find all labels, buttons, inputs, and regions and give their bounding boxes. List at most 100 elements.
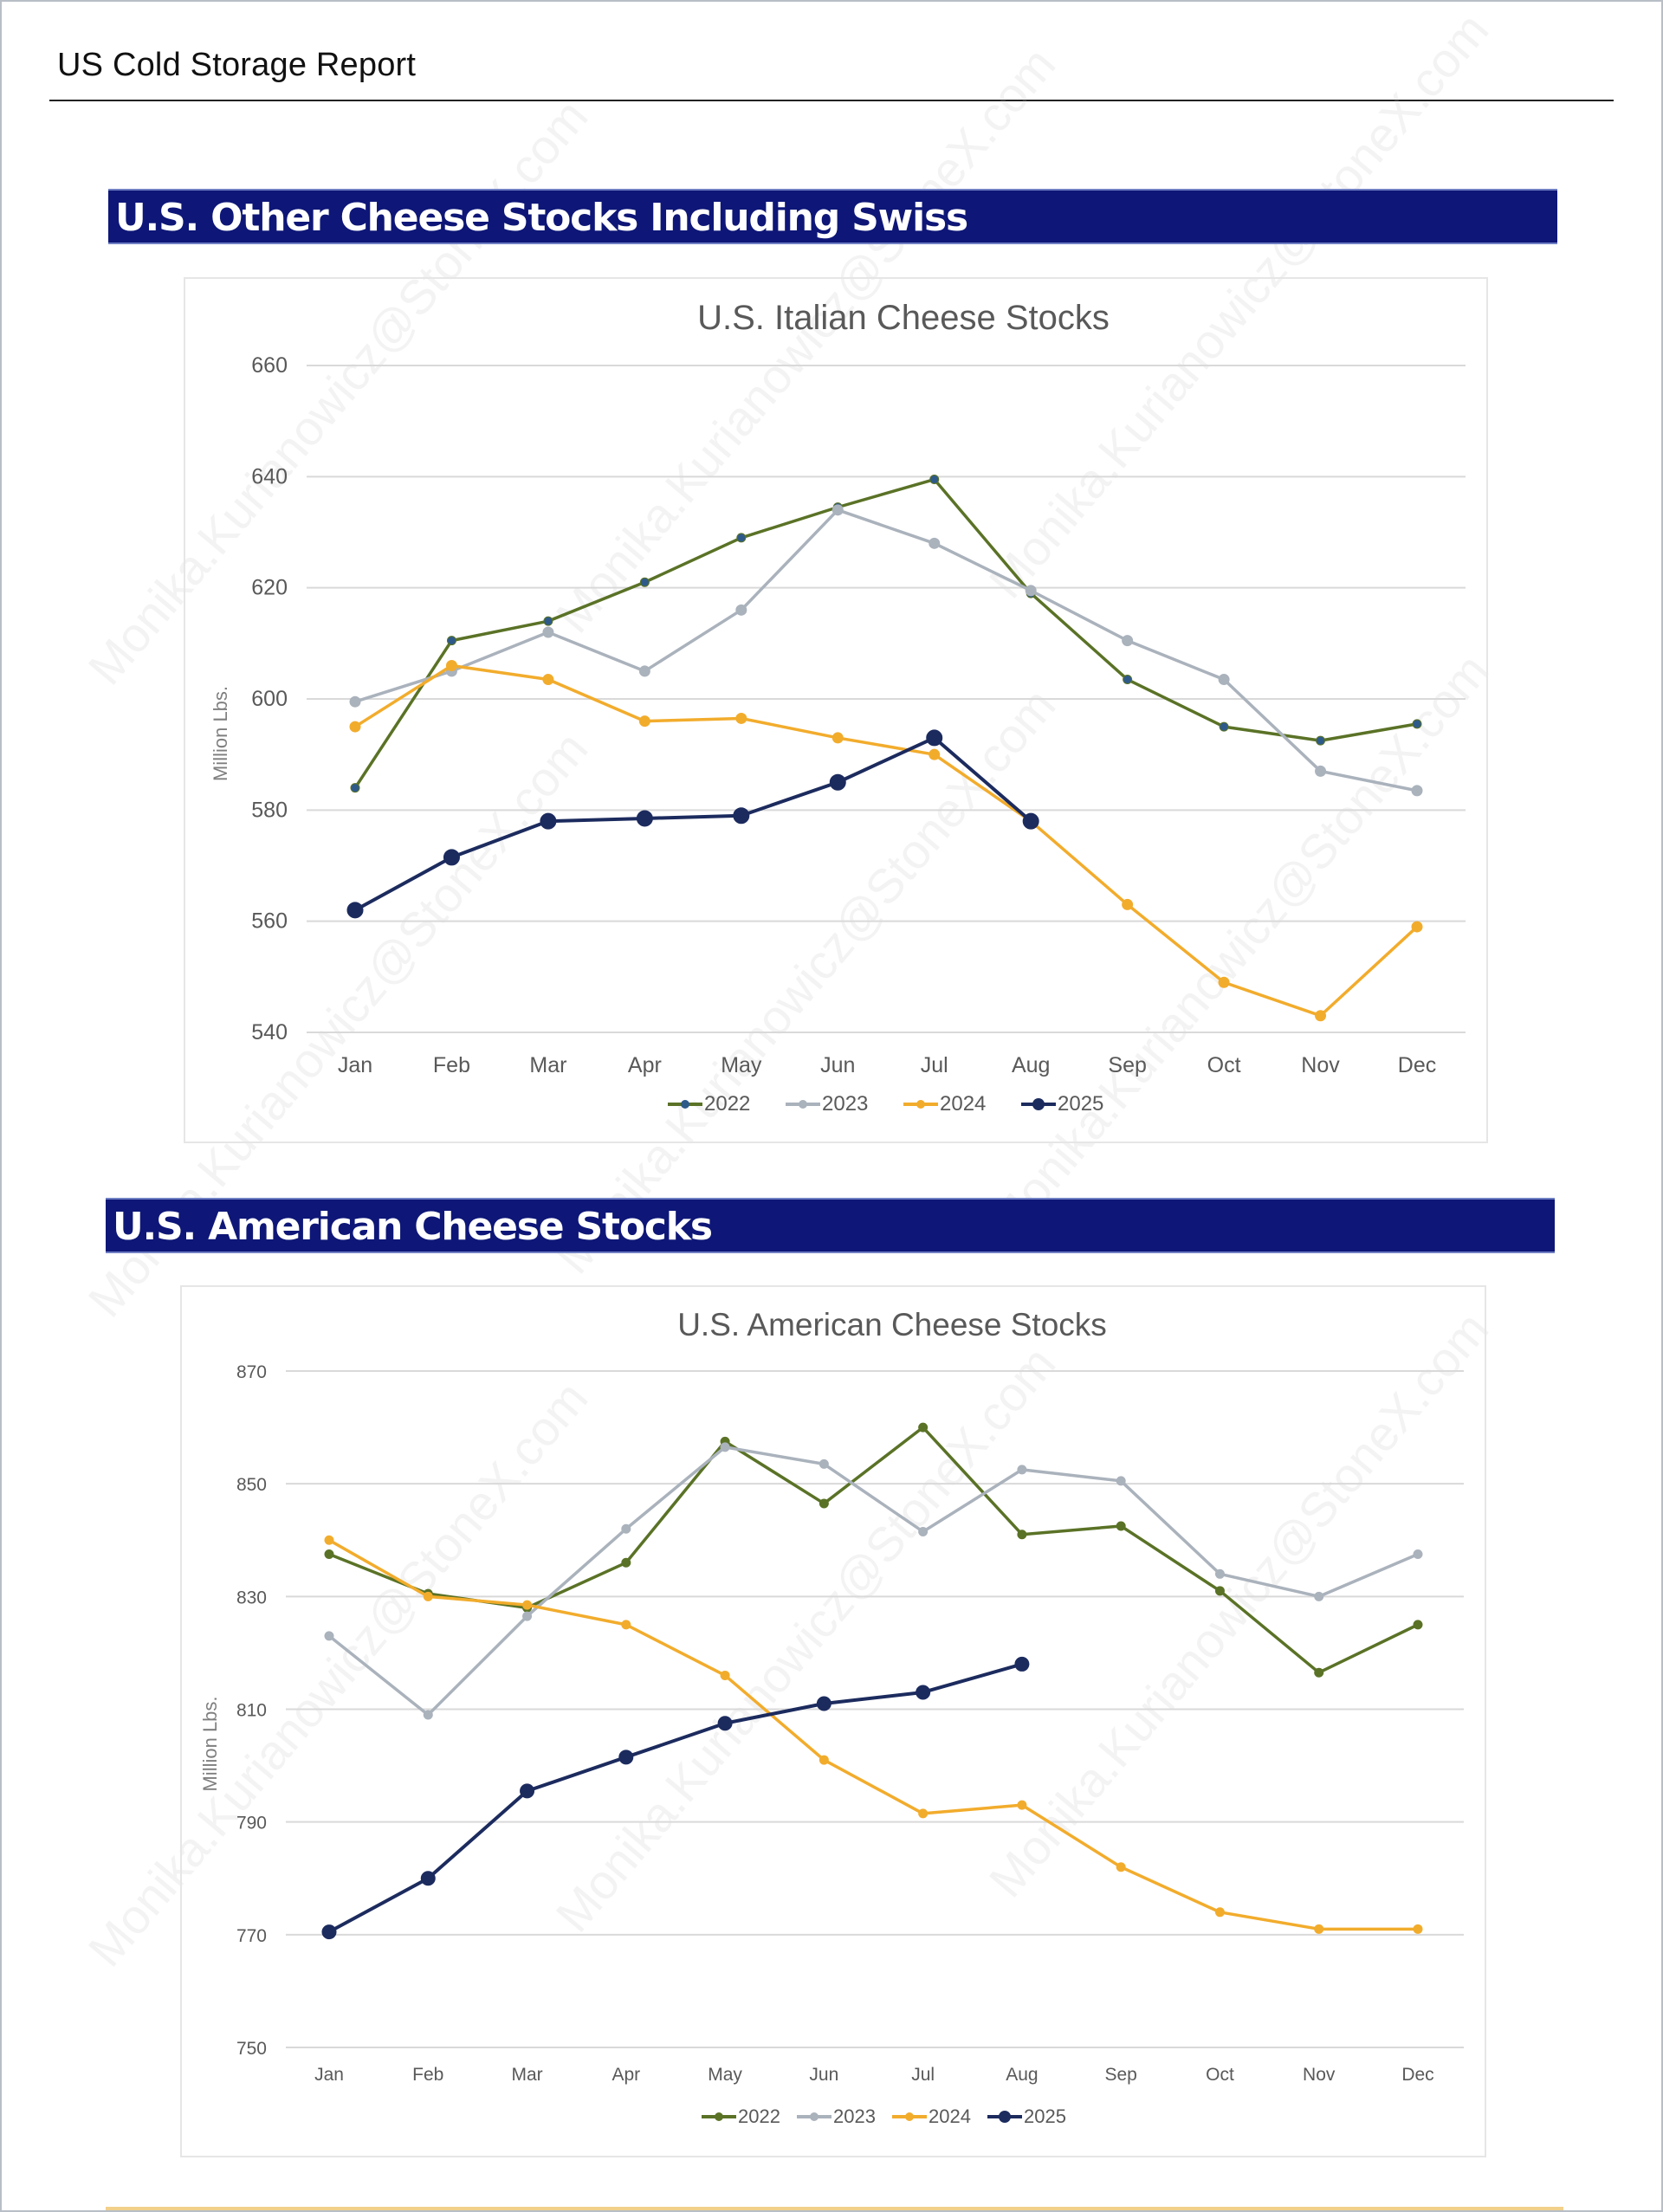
legend-item-2024: 2024	[903, 1092, 986, 1116]
data-point-2025	[540, 812, 557, 830]
chart-title: U.S. Italian Cheese Stocks	[697, 299, 1110, 337]
chart-container-italian: U.S. Italian Cheese Stocks 540 560 580 600 62…	[184, 277, 1488, 1143]
y-tick-label: 850	[236, 1475, 267, 1495]
data-point-2023	[324, 1631, 334, 1641]
data-point-2024	[819, 1755, 829, 1765]
data-point-2024	[1413, 1924, 1423, 1934]
series-2025	[346, 729, 1039, 919]
data-point-2025	[1014, 1656, 1030, 1672]
series-2022	[324, 1422, 1423, 1678]
x-tick-label: Jan	[314, 2065, 344, 2085]
data-point-2023	[1122, 635, 1134, 647]
data-point-2022	[621, 1557, 631, 1568]
legend-swatch-marker	[999, 2111, 1011, 2123]
legend-item-2022: 2022	[702, 2105, 780, 2127]
data-point-2022	[918, 1422, 929, 1433]
legend-label: 2024	[929, 2105, 971, 2127]
data-point-2024	[1017, 1800, 1027, 1810]
y-tick-label: 750	[236, 2039, 267, 2059]
chart-legend: 2022 2023 2024 2025	[702, 2105, 1066, 2127]
data-point-2025	[926, 729, 943, 747]
data-point-2022	[1412, 719, 1422, 729]
series-line-2023	[354, 508, 1418, 792]
legend-swatch-marker	[1032, 1098, 1045, 1110]
data-point-2024	[918, 1808, 929, 1819]
report-title: US Cold Storage Report	[57, 47, 417, 83]
data-point-2024	[542, 674, 554, 686]
x-tick-label: Mar	[511, 2065, 542, 2085]
data-point-2023	[1025, 585, 1037, 597]
x-tick-label: Aug	[1012, 1053, 1050, 1077]
data-point-2022	[819, 1498, 829, 1509]
data-point-2025	[829, 773, 846, 791]
data-point-2023	[349, 695, 361, 708]
series-line-2022	[353, 477, 1418, 789]
data-point-2023	[1411, 785, 1423, 797]
data-point-2023	[735, 604, 747, 616]
american-cheese-chart: U.S. American Cheese Stocks 750 770 790 810 8…	[199, 1307, 1464, 2127]
x-tick-label: Jul	[911, 2065, 935, 2085]
data-point-2023	[522, 1611, 533, 1621]
data-point-2024	[621, 1620, 631, 1630]
x-tick-label: Sep	[1108, 1053, 1146, 1077]
data-point-2024	[1218, 976, 1230, 988]
x-tick-label: May	[708, 2065, 742, 2085]
legend-swatch-marker	[715, 2112, 723, 2121]
data-point-2024	[735, 712, 747, 724]
data-point-2023	[1315, 765, 1327, 777]
y-tick-label: 560	[251, 909, 288, 934]
y-tick-label: 810	[236, 1701, 267, 1721]
legend-label: 2022	[704, 1092, 750, 1116]
x-tick-label: Jun	[820, 1053, 855, 1077]
data-point-2023	[832, 504, 844, 516]
series-line-2023	[327, 1446, 1419, 1717]
chart-container-american: U.S. American Cheese Stocks 750 770 790 810 8…	[180, 1285, 1486, 2157]
y-tick-label: 600	[251, 687, 288, 711]
data-point-2025	[916, 1685, 931, 1700]
data-point-2024	[1314, 1924, 1324, 1934]
data-point-2024	[423, 1591, 433, 1601]
legend-label: 2022	[738, 2105, 780, 2127]
data-point-2024	[1214, 1907, 1225, 1918]
x-tick-label: Aug	[1006, 2065, 1038, 2085]
y-axis-label: Million Lbs.	[210, 686, 231, 781]
section-heading-other-cheese: U.S. Other Cheese Stocks Including Swiss	[108, 189, 1557, 244]
data-point-2022	[1219, 721, 1229, 732]
data-point-2023	[1214, 1568, 1225, 1579]
legend-label: 2024	[940, 1092, 986, 1116]
data-point-2024	[832, 732, 844, 744]
data-point-2024	[1116, 1862, 1126, 1872]
data-point-2022	[639, 577, 650, 587]
series-line-2025	[354, 735, 1032, 912]
series-2024	[349, 660, 1423, 1022]
title-divider	[49, 100, 1614, 101]
x-tick-label: Apr	[628, 1053, 662, 1077]
data-point-2025	[1022, 812, 1039, 830]
legend-item-2025: 2025	[1021, 1092, 1103, 1116]
data-point-2024	[349, 721, 361, 733]
data-point-2022	[324, 1549, 334, 1560]
data-point-2025	[420, 1871, 436, 1886]
x-tick-label: Jan	[338, 1053, 372, 1077]
section-heading-american-cheese: U.S. American Cheese Stocks	[106, 1198, 1555, 1253]
data-point-2024	[638, 715, 650, 728]
x-tick-label: Dec	[1401, 2065, 1433, 2085]
y-tick-label: 770	[236, 1926, 267, 1946]
data-point-2022	[1316, 735, 1326, 746]
data-point-2025	[636, 810, 653, 827]
data-point-2023	[1314, 1591, 1324, 1601]
series-line-2025	[328, 1662, 1023, 1934]
x-tick-label: Feb	[433, 1053, 470, 1077]
italian-cheese-chart: U.S. Italian Cheese Stocks 540 560 580 600 62…	[210, 299, 1466, 1116]
data-point-2025	[717, 1716, 733, 1731]
data-point-2024	[445, 660, 457, 671]
series-2022	[350, 475, 1422, 793]
data-point-2023	[929, 537, 941, 549]
data-point-2022	[736, 533, 747, 543]
data-point-2022	[1123, 675, 1133, 685]
x-tick-label: Nov	[1303, 2065, 1336, 2085]
data-point-2024	[1411, 921, 1423, 933]
x-tick-label: Sep	[1104, 2065, 1136, 2085]
bottom-divider	[106, 2207, 1563, 2210]
data-point-2023	[1413, 1549, 1423, 1560]
